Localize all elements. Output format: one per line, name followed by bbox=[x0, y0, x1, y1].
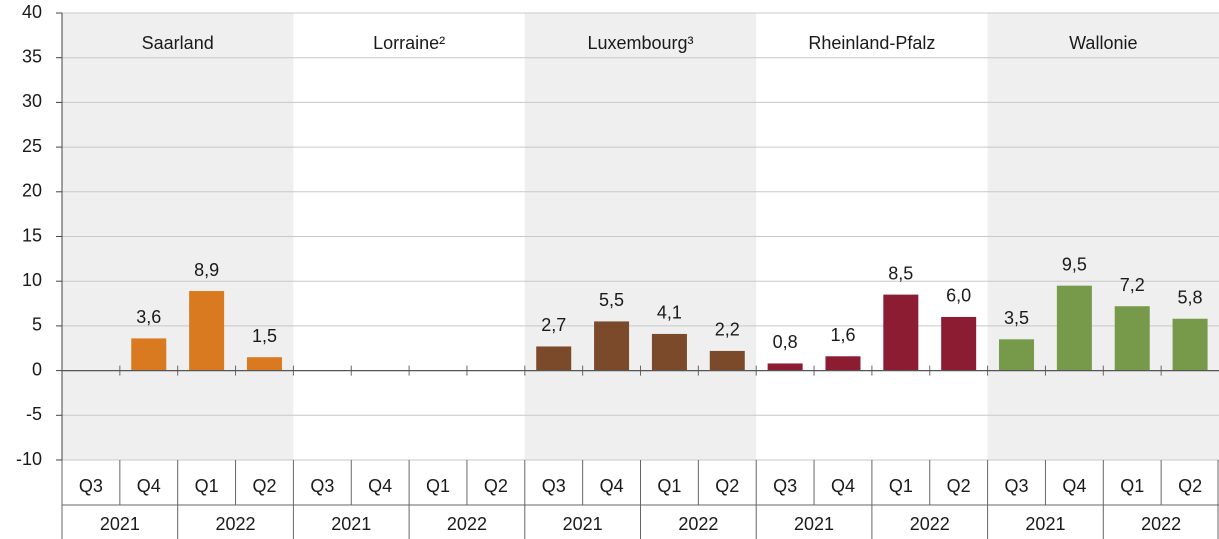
title-backdrop bbox=[778, 29, 966, 58]
bar bbox=[189, 291, 225, 371]
bar bbox=[1114, 306, 1150, 371]
year-label: 2022 bbox=[447, 514, 487, 534]
bar bbox=[594, 321, 630, 371]
y-tick-label: -10 bbox=[16, 449, 42, 469]
x-tick-label: Q4 bbox=[600, 476, 624, 496]
year-label: 2021 bbox=[100, 514, 140, 534]
value-label: 1,5 bbox=[252, 326, 277, 346]
year-label: 2022 bbox=[910, 514, 950, 534]
bar bbox=[709, 350, 745, 371]
value-label: 5,5 bbox=[599, 290, 624, 310]
value-label: 8,9 bbox=[194, 260, 219, 280]
y-tick-label: 10 bbox=[22, 270, 42, 290]
x-tick-label: Q2 bbox=[252, 476, 276, 496]
bar bbox=[1056, 285, 1092, 371]
x-tick-label: Q3 bbox=[773, 476, 797, 496]
x-tick-label: Q1 bbox=[195, 476, 219, 496]
x-tick-label: Q3 bbox=[542, 476, 566, 496]
y-tick-label: -5 bbox=[26, 404, 42, 424]
x-tick-label: Q2 bbox=[715, 476, 739, 496]
y-tick-label: 35 bbox=[22, 46, 42, 66]
x-tick-label: Q3 bbox=[79, 476, 103, 496]
value-label: 0,8 bbox=[773, 332, 798, 352]
x-tick-label: Q4 bbox=[368, 476, 392, 496]
year-label: 2021 bbox=[563, 514, 603, 534]
year-label: 2021 bbox=[1025, 514, 1065, 534]
year-label: 2022 bbox=[1141, 514, 1181, 534]
bar bbox=[1172, 318, 1208, 371]
value-label: 9,5 bbox=[1062, 254, 1087, 274]
bar bbox=[651, 333, 687, 371]
year-label: 2021 bbox=[331, 514, 371, 534]
y-tick-label: 25 bbox=[22, 136, 42, 156]
y-tick-label: 20 bbox=[22, 181, 42, 201]
x-tick-label: Q2 bbox=[947, 476, 971, 496]
x-tick-label: Q4 bbox=[137, 476, 161, 496]
title-backdrop bbox=[1039, 29, 1168, 58]
title-backdrop bbox=[111, 29, 244, 58]
group-title: Saarland bbox=[142, 33, 214, 53]
x-tick-label: Q1 bbox=[657, 476, 681, 496]
x-tick-label: Q3 bbox=[310, 476, 334, 496]
value-label: 5,8 bbox=[1178, 287, 1203, 307]
x-tick-label: Q1 bbox=[426, 476, 450, 496]
group-title: Rheinland-Pfalz bbox=[808, 33, 935, 53]
value-label: 3,6 bbox=[136, 307, 161, 327]
bar bbox=[941, 316, 977, 371]
value-label: 8,5 bbox=[888, 263, 913, 283]
value-label: 2,7 bbox=[541, 315, 566, 335]
title-backdrop bbox=[557, 29, 724, 58]
value-label: 2,2 bbox=[715, 320, 740, 340]
y-tick-label: 15 bbox=[22, 225, 42, 245]
bar bbox=[536, 346, 572, 371]
x-tick-label: Q1 bbox=[889, 476, 913, 496]
x-tick-label: Q4 bbox=[1062, 476, 1086, 496]
x-tick-label: Q3 bbox=[1005, 476, 1029, 496]
bar bbox=[999, 339, 1035, 371]
value-label: 7,2 bbox=[1120, 275, 1145, 295]
bar bbox=[246, 357, 282, 371]
group-title: Wallonie bbox=[1069, 33, 1137, 53]
bar bbox=[131, 338, 167, 371]
x-tick-label: Q1 bbox=[1120, 476, 1144, 496]
title-backdrop bbox=[343, 29, 476, 58]
x-tick-label: Q2 bbox=[1178, 476, 1202, 496]
value-label: 3,5 bbox=[1004, 308, 1029, 328]
group-title: Lorraine² bbox=[373, 33, 445, 53]
y-tick-label: 40 bbox=[22, 2, 42, 22]
value-label: 1,6 bbox=[830, 325, 855, 345]
y-tick-label: 0 bbox=[32, 359, 42, 379]
year-label: 2022 bbox=[678, 514, 718, 534]
year-label: 2022 bbox=[216, 514, 256, 534]
bar bbox=[825, 356, 861, 371]
bar bbox=[767, 363, 803, 371]
value-label: 4,1 bbox=[657, 303, 682, 323]
x-tick-label: Q2 bbox=[484, 476, 508, 496]
year-label: 2021 bbox=[794, 514, 834, 534]
value-label: 6,0 bbox=[946, 286, 971, 306]
x-tick-label: Q4 bbox=[831, 476, 855, 496]
y-tick-label: 30 bbox=[22, 91, 42, 111]
group-title: Luxembourg³ bbox=[587, 33, 693, 53]
y-tick-label: 5 bbox=[32, 315, 42, 335]
bar bbox=[883, 294, 919, 371]
